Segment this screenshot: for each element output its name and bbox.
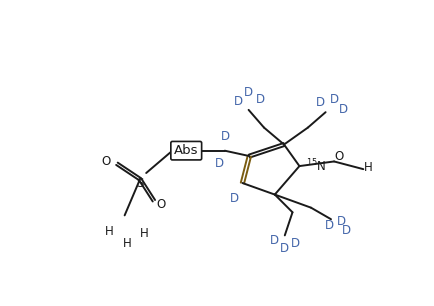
Text: D: D: [280, 242, 289, 255]
Text: $^{15}$N: $^{15}$N: [306, 158, 327, 174]
Text: H: H: [139, 226, 148, 240]
Text: O: O: [156, 198, 165, 211]
Text: H: H: [122, 237, 132, 250]
Text: D: D: [325, 219, 334, 232]
Text: D: D: [230, 192, 239, 205]
Text: O: O: [102, 155, 111, 168]
Text: D: D: [221, 130, 230, 143]
Text: D: D: [244, 86, 253, 99]
Text: D: D: [215, 157, 224, 170]
Text: H: H: [364, 161, 372, 174]
Text: D: D: [234, 95, 243, 108]
FancyBboxPatch shape: [171, 141, 202, 160]
Text: D: D: [256, 93, 265, 106]
Text: S: S: [136, 177, 144, 189]
Text: O: O: [334, 150, 343, 162]
Text: D: D: [329, 93, 339, 106]
Text: Abs: Abs: [174, 144, 198, 157]
Text: D: D: [270, 234, 279, 247]
Text: H: H: [105, 225, 114, 238]
Text: D: D: [291, 237, 300, 250]
Text: D: D: [316, 96, 325, 109]
Text: D: D: [342, 224, 351, 237]
Text: D: D: [336, 215, 345, 228]
Text: D: D: [339, 103, 348, 116]
